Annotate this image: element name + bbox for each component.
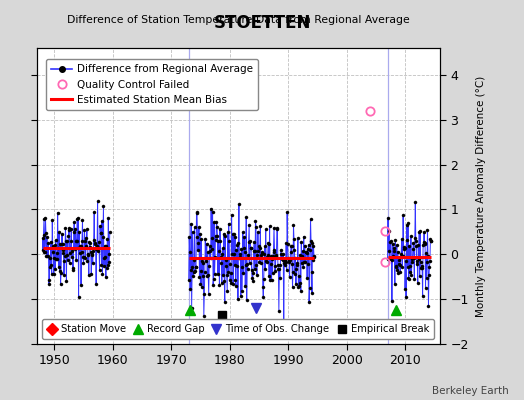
Title: Difference of Station Temperature Data from Regional Average: Difference of Station Temperature Data f…: [67, 15, 410, 25]
Text: STOETTEN: STOETTEN: [213, 14, 311, 32]
Text: Berkeley Earth: Berkeley Earth: [432, 386, 508, 396]
Y-axis label: Monthly Temperature Anomaly Difference (°C): Monthly Temperature Anomaly Difference (…: [476, 75, 486, 317]
Legend: Station Move, Record Gap, Time of Obs. Change, Empirical Break: Station Move, Record Gap, Time of Obs. C…: [42, 319, 434, 339]
